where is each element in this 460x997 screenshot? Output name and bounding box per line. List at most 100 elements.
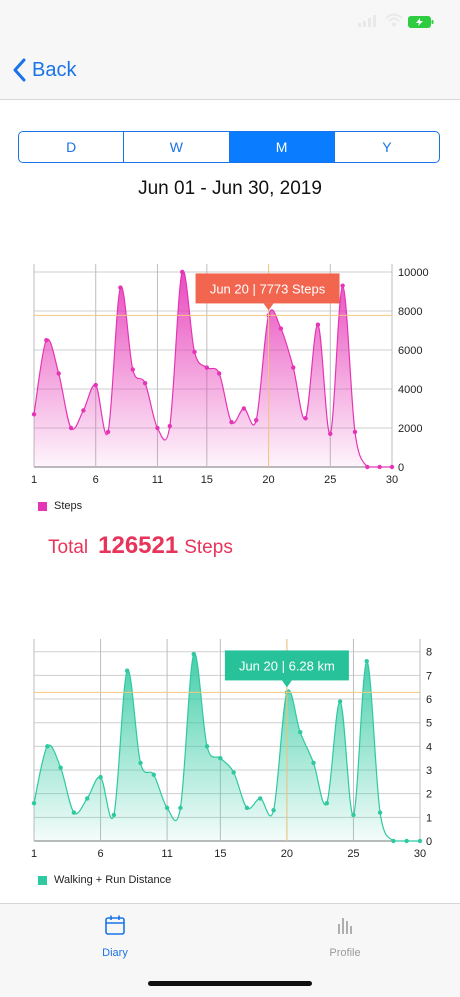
- steps-y-tick-label: 8000: [398, 306, 422, 318]
- steps-data-point: [118, 285, 123, 290]
- distance-x-tick-label: 15: [214, 848, 226, 860]
- steps-x-tick-label: 25: [324, 474, 336, 486]
- distance-data-point: [298, 729, 303, 735]
- chevron-left-icon: [13, 58, 26, 82]
- date-range-title: Jun 01 - Jun 30, 2019: [138, 178, 322, 199]
- steps-data-point: [31, 412, 37, 417]
- distance-legend-label: Walking + Run Distance: [54, 874, 172, 886]
- tab-diary[interactable]: Diary: [55, 914, 175, 959]
- steps-data-point: [81, 408, 86, 413]
- home-indicator: [148, 981, 312, 986]
- steps-y-tick-label: 10000: [398, 267, 429, 279]
- steps-data-point: [241, 406, 247, 411]
- total-label: Total: [48, 537, 89, 558]
- steps-x-tick-label: 11: [152, 474, 163, 486]
- steps-y-tick-label: 0: [398, 462, 404, 474]
- distance-tooltip-box: [224, 650, 349, 681]
- steps-data-point: [352, 429, 358, 435]
- distance-data-point: [138, 760, 143, 766]
- steps-data-point: [278, 326, 284, 331]
- distance-data-point: [377, 810, 383, 815]
- steps-x-tick-label: 30: [386, 474, 398, 486]
- steps-data-point: [56, 371, 61, 376]
- steps-data-point: [179, 269, 185, 275]
- steps-data-point: [216, 371, 222, 376]
- back-button[interactable]: Back: [12, 58, 76, 82]
- distance-tooltip-text: Jun 20 | 6.28 km: [239, 658, 335, 673]
- steps-x-tick-label: 1: [31, 474, 37, 486]
- steps-y-tick-label: 4000: [398, 384, 422, 396]
- distance-data-point: [351, 812, 356, 818]
- steps-data-point: [229, 419, 234, 425]
- distance-data-point: [271, 808, 276, 813]
- total-unit: Steps: [184, 537, 233, 558]
- steps-data-point: [167, 423, 172, 429]
- total-steps: Total 126521 Steps: [48, 532, 233, 560]
- distance-data-point: [124, 668, 130, 673]
- bar-chart-icon: [338, 918, 352, 934]
- distance-data-point: [218, 755, 223, 761]
- steps-tooltip-pointer: [263, 303, 274, 311]
- battery-icon: [408, 16, 434, 28]
- distance-y-tick-label: 2: [426, 789, 432, 801]
- signal-icon: [358, 15, 376, 27]
- segment-day[interactable]: D: [19, 132, 125, 162]
- distance-data-point: [98, 774, 103, 780]
- status-bar: [0, 0, 460, 44]
- distance-data-point: [244, 805, 250, 811]
- tab-diary-label: Diary: [102, 947, 128, 959]
- steps-legend-label: Steps: [54, 500, 83, 512]
- steps-data-point: [365, 464, 370, 470]
- steps-y-tick-label: 2000: [398, 423, 422, 435]
- steps-line: [33, 270, 392, 468]
- steps-data-point: [340, 283, 345, 288]
- distance-data-point: [311, 760, 316, 766]
- distance-y-tick-label: 7: [426, 670, 432, 682]
- distance-data-point: [31, 800, 37, 806]
- distance-x-tick-label: 25: [347, 848, 359, 860]
- steps-tooltip-text: Jun 20 | 7773 Steps: [210, 281, 326, 296]
- distance-data-point: [178, 805, 183, 811]
- distance-x-tick-label: 20: [281, 848, 293, 860]
- distance-tooltip-pointer: [281, 680, 292, 688]
- calendar-icon: [105, 915, 125, 935]
- distance-y-tick-label: 1: [426, 812, 432, 824]
- steps-data-point: [155, 425, 160, 431]
- tab-profile[interactable]: Profile: [285, 914, 405, 959]
- distance-data-point: [58, 765, 63, 770]
- distance-data-point: [151, 772, 156, 777]
- segment-year[interactable]: Y: [382, 139, 392, 155]
- navigation-bar: Back: [0, 44, 460, 100]
- steps-data-point: [130, 367, 135, 372]
- distance-data-point: [71, 810, 77, 815]
- distance-y-tick-label: 8: [426, 647, 432, 659]
- steps-data-point: [291, 365, 296, 370]
- distance-x-tick-label: 6: [97, 848, 103, 860]
- distance-legend: Walking + Run Distance: [38, 874, 171, 886]
- distance-area: [34, 653, 420, 841]
- steps-x-tick-label: 6: [93, 474, 99, 486]
- steps-data-point: [68, 425, 74, 431]
- distance-data-point: [45, 744, 50, 749]
- steps-chart[interactable]: 0 2000 4000 6000 8000 10000 1 6 11 15 20 25 30 Jun 20…: [0, 245, 460, 490]
- distance-legend-swatch: [38, 875, 47, 885]
- distance-data-point: [364, 658, 369, 664]
- segment-month[interactable]: M: [229, 132, 335, 162]
- steps-data-point: [389, 464, 395, 470]
- distance-data-point: [417, 838, 423, 844]
- steps-legend-swatch: [38, 501, 47, 511]
- distance-data-point: [258, 796, 263, 801]
- steps-data-point: [303, 416, 308, 421]
- period-segmented-control: D W M Y: [18, 131, 440, 163]
- distance-data-point: [204, 744, 210, 749]
- steps-data-point: [192, 349, 197, 355]
- steps-data-point: [377, 464, 382, 470]
- total-value: 126521: [98, 532, 179, 559]
- distance-data-point: [85, 796, 90, 801]
- distance-x-tick-label: 30: [414, 848, 426, 860]
- distance-data-point: [111, 812, 117, 818]
- steps-y-tick-label: 6000: [398, 345, 422, 357]
- distance-chart[interactable]: 0 1 2 3 4 5 6 7 8 1 6 11 15 20 25 30 Jun 20 | 6.28 km: [0, 620, 460, 865]
- segment-week[interactable]: W: [124, 132, 230, 162]
- distance-data-point: [164, 805, 170, 811]
